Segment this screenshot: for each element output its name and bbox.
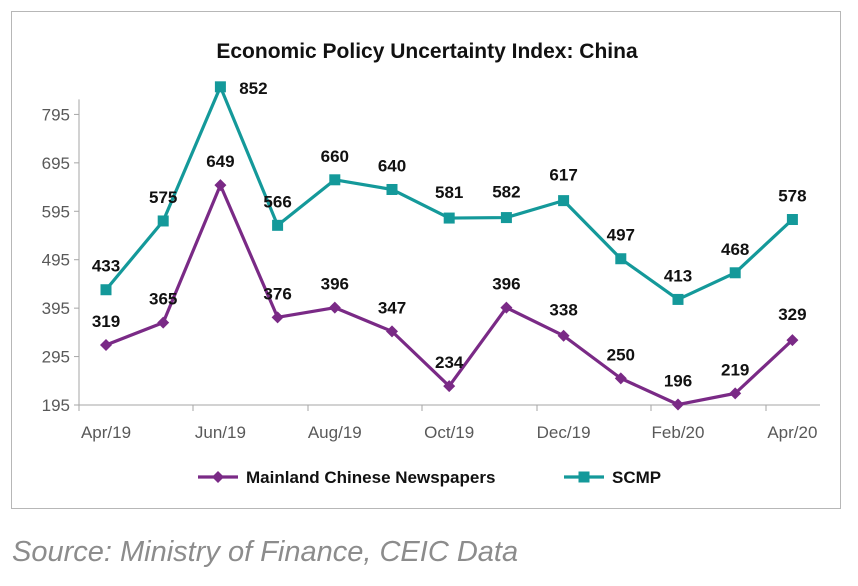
data-label-scmp: 413: [664, 266, 692, 285]
line-chart: Economic Policy Uncertainty Index: China…: [42, 40, 820, 487]
legend-label: Mainland Chinese Newspapers: [246, 468, 495, 487]
chart-title: Economic Policy Uncertainty Index: China: [216, 40, 638, 63]
x-tick-label: Aug/19: [308, 423, 362, 442]
y-tick-label: 595: [42, 202, 70, 221]
data-label-mainland-chinese-newspapers: 338: [549, 301, 577, 320]
data-label-scmp: 578: [778, 187, 806, 206]
data-label-mainland-chinese-newspapers: 319: [92, 312, 120, 331]
data-label-scmp: 468: [721, 240, 749, 259]
x-tick-label: Oct/19: [424, 423, 474, 442]
data-label-mainland-chinese-newspapers: 250: [607, 345, 635, 364]
y-tick-label: 795: [42, 105, 70, 124]
y-tick-label: 695: [42, 154, 70, 173]
data-label-scmp: 433: [92, 257, 120, 276]
y-tick-label: 195: [42, 396, 70, 415]
y-tick-label: 495: [42, 251, 70, 270]
data-point-mainland-chinese-newspapers: [157, 316, 170, 329]
data-label-mainland-chinese-newspapers: 396: [492, 275, 520, 294]
legend-label: SCMP: [612, 468, 661, 487]
data-label-mainland-chinese-newspapers: 196: [664, 372, 692, 391]
data-point-mainland-chinese-newspapers: [614, 372, 627, 385]
series-scmp: [100, 81, 798, 305]
data-label-scmp: 497: [607, 226, 635, 245]
data-point-mainland-chinese-newspapers: [328, 301, 341, 314]
data-label-mainland-chinese-newspapers: 329: [778, 305, 806, 324]
legend-swatch-marker: [578, 471, 590, 483]
y-tick-label: 395: [42, 299, 70, 318]
legend: Mainland Chinese Newspapers SCMP: [198, 468, 661, 487]
data-point-mainland-chinese-newspapers: [672, 398, 684, 411]
chart-frame: Economic Policy Uncertainty Index: China…: [11, 11, 841, 509]
legend-swatch-marker: [212, 471, 224, 483]
data-point-mainland-chinese-newspapers: [500, 301, 513, 314]
data-point-scmp: [272, 219, 284, 231]
y-tick-label: 295: [42, 348, 70, 367]
data-point-scmp: [786, 214, 798, 226]
data-point-mainland-chinese-newspapers: [786, 334, 799, 347]
data-point-mainland-chinese-newspapers: [100, 338, 112, 351]
data-label-mainland-chinese-newspapers: 347: [378, 298, 406, 317]
data-point-mainland-chinese-newspapers: [386, 325, 398, 338]
legend-item-mainland-chinese-newspapers: Mainland Chinese Newspapers: [198, 468, 495, 487]
data-label-scmp: 640: [378, 156, 406, 175]
data-point-mainland-chinese-newspapers: [443, 380, 456, 393]
data-label-scmp: 581: [435, 183, 463, 202]
legend-item-scmp: SCMP: [564, 468, 661, 487]
source-note: Source: Ministry of Finance, CEIC Data: [12, 536, 519, 568]
axes: 195 295 395 495 595 695 795 Apr/19 Jun/19 Aug/19 O…: [42, 99, 820, 442]
data-label-mainland-chinese-newspapers: 396: [321, 275, 349, 294]
series-mainland-chinese-newspapers: [100, 179, 799, 411]
data-label-mainland-chinese-newspapers: 219: [721, 360, 749, 379]
data-label-scmp: 852: [239, 79, 267, 98]
data-label-scmp: 582: [492, 183, 520, 202]
data-point-scmp: [558, 195, 570, 207]
data-point-scmp: [100, 284, 112, 296]
data-label-scmp: 617: [549, 166, 577, 185]
x-tick-label: Apr/19: [81, 423, 131, 442]
data-point-mainland-chinese-newspapers: [557, 329, 570, 342]
data-point-scmp: [672, 293, 684, 305]
data-point-mainland-chinese-newspapers: [729, 387, 742, 400]
data-label-mainland-chinese-newspapers: 365: [149, 290, 177, 309]
x-tick-label: Apr/20: [767, 423, 817, 442]
data-labels: 319 365 649 376 396 347 234 396 338 250 196 219 329 4…: [92, 79, 807, 391]
data-label-scmp: 575: [149, 188, 177, 207]
data-point-scmp: [214, 81, 226, 93]
data-label-mainland-chinese-newspapers: 376: [263, 284, 291, 303]
data-point-scmp: [729, 267, 741, 279]
data-point-scmp: [500, 212, 512, 224]
series-layer: [100, 81, 799, 411]
data-label-mainland-chinese-newspapers: 234: [435, 353, 464, 372]
data-point-scmp: [329, 174, 341, 186]
x-tick-label: Dec/19: [537, 423, 591, 442]
data-point-scmp: [157, 215, 169, 227]
x-tick-label: Jun/19: [195, 423, 246, 442]
data-label-mainland-chinese-newspapers: 649: [206, 152, 234, 171]
data-point-mainland-chinese-newspapers: [214, 179, 227, 192]
data-label-scmp: 566: [263, 192, 291, 211]
data-point-scmp: [615, 253, 627, 265]
data-label-scmp: 660: [321, 147, 349, 166]
data-point-scmp: [443, 212, 455, 224]
data-point-scmp: [386, 183, 398, 195]
data-point-mainland-chinese-newspapers: [271, 311, 284, 324]
x-tick-label: Feb/20: [652, 423, 705, 442]
